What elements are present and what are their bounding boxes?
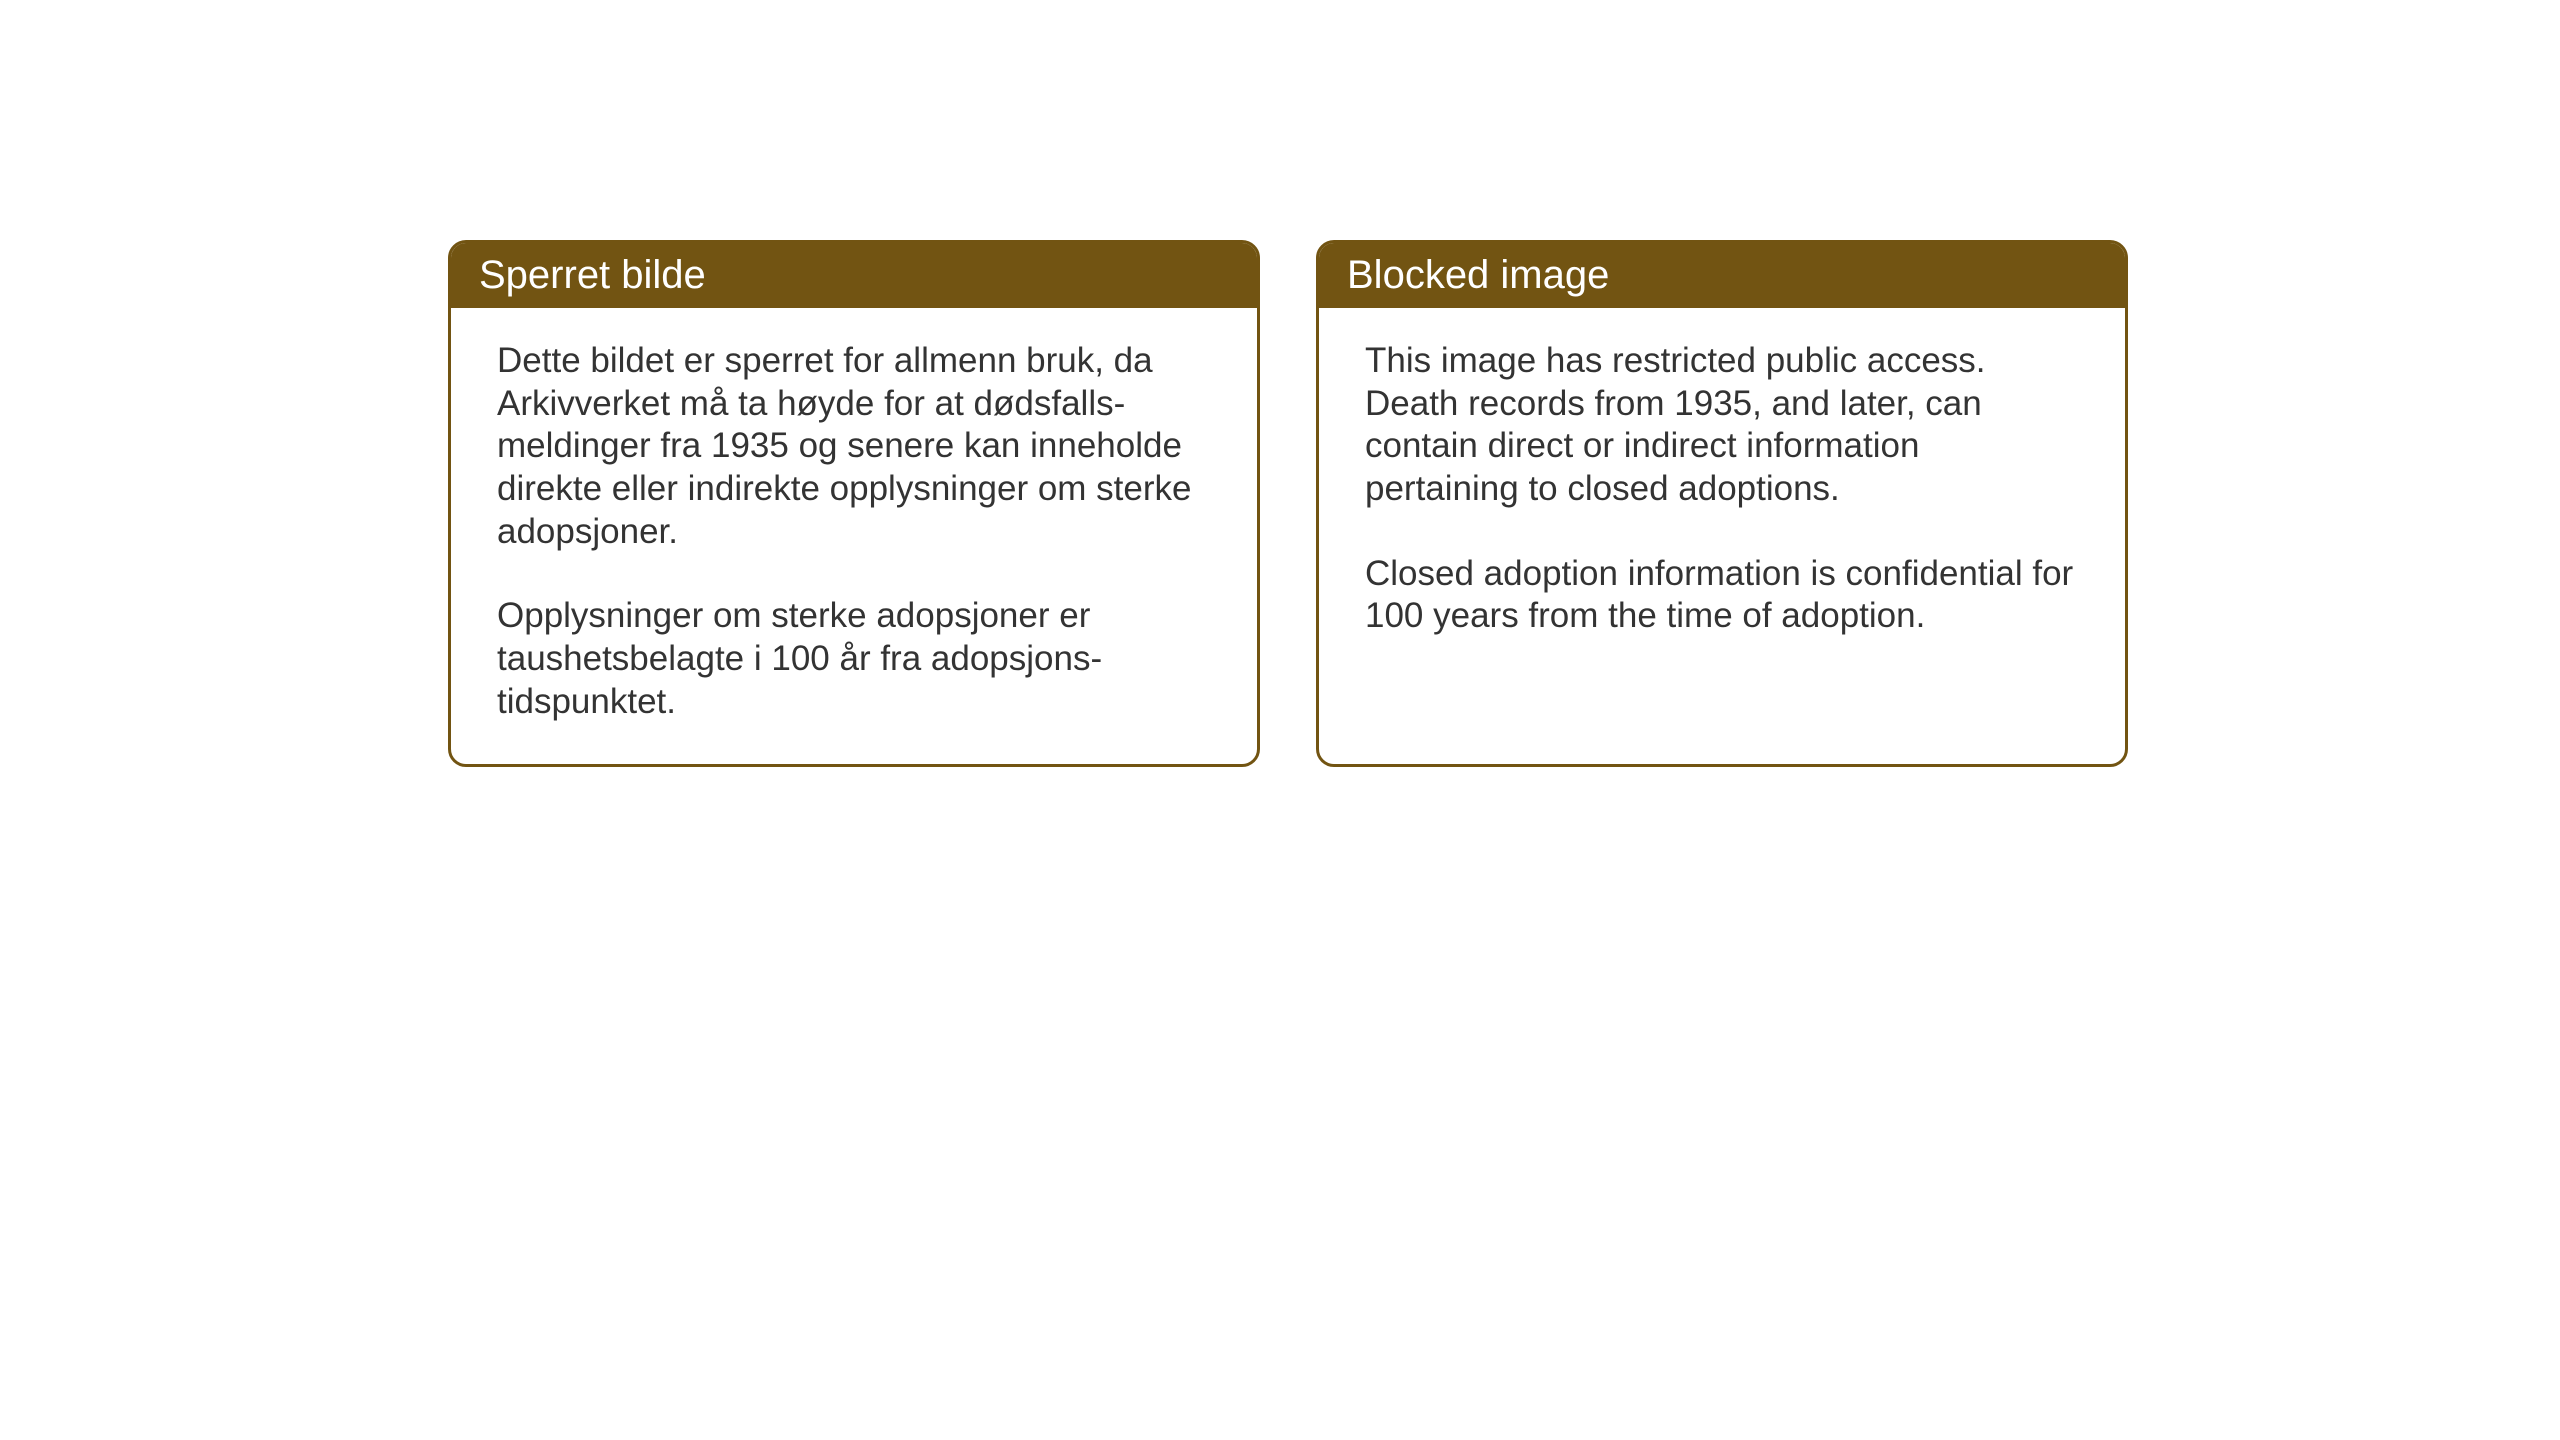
card-title: Sperret bilde: [479, 253, 706, 297]
card-paragraph: Dette bildet er sperret for allmenn bruk…: [497, 340, 1211, 553]
card-body: This image has restricted public access.…: [1319, 308, 2125, 678]
notice-container: Sperret bilde Dette bildet er sperret fo…: [0, 0, 2560, 767]
card-header: Sperret bilde: [451, 243, 1257, 308]
notice-card-english: Blocked image This image has restricted …: [1316, 240, 2128, 767]
card-paragraph: This image has restricted public access.…: [1365, 340, 2079, 511]
card-paragraph: Closed adoption information is confident…: [1365, 553, 2079, 638]
card-body: Dette bildet er sperret for allmenn bruk…: [451, 308, 1257, 764]
card-title: Blocked image: [1347, 253, 1609, 297]
notice-card-norwegian: Sperret bilde Dette bildet er sperret fo…: [448, 240, 1260, 767]
card-header: Blocked image: [1319, 243, 2125, 308]
card-paragraph: Opplysninger om sterke adopsjoner er tau…: [497, 595, 1211, 723]
